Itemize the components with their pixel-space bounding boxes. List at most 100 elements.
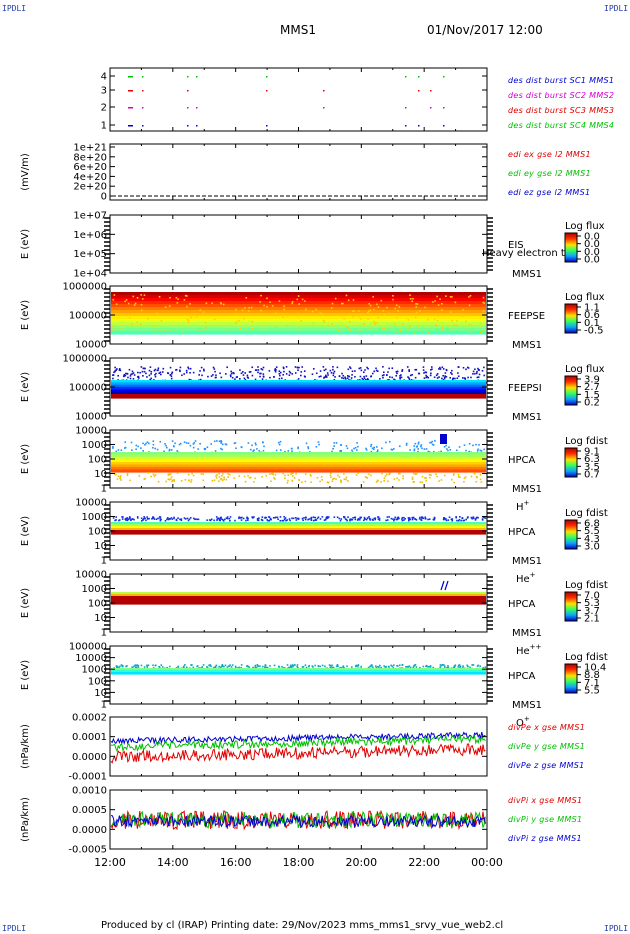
hpca-h-speckle xyxy=(235,447,237,450)
hpca-he-speckle xyxy=(216,518,219,520)
hpca-he-speckle xyxy=(126,517,129,519)
hpca-h-speckle xyxy=(431,443,434,446)
feepsi-speckle xyxy=(406,366,409,368)
hpca-o-speckle xyxy=(259,665,261,667)
feepsi-speckle xyxy=(247,377,250,379)
hpca-o-speckle xyxy=(152,667,155,669)
hpca-he-speckle xyxy=(234,519,236,522)
feepse-speckle xyxy=(341,314,343,317)
hpca-h-band xyxy=(111,464,486,468)
hpca-he-speckle xyxy=(245,519,247,522)
hpca-o-speckle xyxy=(229,664,231,666)
feepsi-speckle xyxy=(288,370,291,373)
hpca-he-speckle xyxy=(450,518,453,521)
hpca-o-speckle xyxy=(301,666,304,668)
feepse-speckle xyxy=(482,301,485,304)
hpca-h-speckle xyxy=(119,475,122,477)
feepse-speckle xyxy=(454,301,457,304)
hpca-he-speckle xyxy=(353,516,356,519)
hpca-he-speckle xyxy=(246,517,248,520)
instrument-name: HPCA xyxy=(508,599,536,610)
hpca-he-speckle xyxy=(142,518,144,521)
hpca-o-speckle xyxy=(329,666,332,669)
instrument-spacecraft: MMS1 xyxy=(512,700,542,711)
hpca-o-speckle xyxy=(383,665,385,667)
feepsi-speckle xyxy=(465,368,467,371)
hpca-h-speckle xyxy=(451,478,453,481)
y-tick-label: 100 xyxy=(88,527,107,538)
hpca-he-speckle xyxy=(336,516,339,519)
feepsi-band xyxy=(111,387,486,390)
feepsi-speckle xyxy=(457,366,460,368)
hpca-he-speckle xyxy=(398,517,400,520)
hpca-o-speckle xyxy=(329,664,332,667)
hpca-he-speckle xyxy=(451,519,454,522)
hpca-h-speckle xyxy=(370,474,372,477)
y-tick-label: 0 xyxy=(101,192,107,203)
hpca-h-speckle xyxy=(345,445,348,447)
feepse-speckle xyxy=(124,300,126,303)
hpca-h-speckle xyxy=(210,443,213,445)
instrument-spacecraft: MMS1 xyxy=(512,340,542,351)
hpca-h-speckle xyxy=(468,450,470,453)
feepse-speckle xyxy=(394,307,397,310)
hpca-h-speckle xyxy=(228,473,231,476)
feepsi-speckle xyxy=(215,376,217,379)
feepse-speckle xyxy=(427,331,429,334)
hpca-h-speckle xyxy=(163,450,165,453)
hpca-o-speckle xyxy=(457,666,460,668)
feepsi-speckle xyxy=(269,376,271,379)
feepsi-speckle xyxy=(438,368,440,370)
feepse-speckle xyxy=(414,316,417,319)
hpca-o-speckle xyxy=(117,666,119,668)
hpca-h-speckle xyxy=(389,472,391,475)
panel-frame xyxy=(109,67,488,132)
feepse-speckle xyxy=(234,322,237,325)
feepsi-band xyxy=(111,391,486,395)
hpca-o-speckle xyxy=(116,666,118,669)
hpca-he-speckle xyxy=(118,519,120,522)
hpca-h-speckle xyxy=(135,444,138,447)
feepsi-speckle xyxy=(422,366,425,368)
hpca-he-speckle xyxy=(424,516,427,518)
hpca-he-speckle xyxy=(148,517,150,520)
feepse-speckle xyxy=(442,315,445,317)
hpca-he-speckle xyxy=(153,518,156,520)
feepse-speckle xyxy=(392,294,394,297)
hpca-o-speckle xyxy=(462,665,464,667)
hpca-he-speckle xyxy=(377,516,379,518)
hpca-o-speckle xyxy=(328,664,331,666)
hpca-h-speckle xyxy=(168,448,171,451)
hpca-he-speckle xyxy=(186,517,189,520)
hpca-h-speckle xyxy=(297,447,299,450)
x-axis: 12:00 14:00 16:00 18:00 20:00 22:00 00:00 xyxy=(94,856,503,869)
hpca-o-speckle xyxy=(407,666,410,668)
hpca-h-speckle xyxy=(375,481,378,483)
hpca-h-speckle xyxy=(250,448,252,451)
feepsi-speckle xyxy=(283,370,285,373)
feepse-speckle xyxy=(395,330,398,333)
instrument-spacecraft: MMS1 xyxy=(512,484,542,495)
hpca-he-speckle xyxy=(242,517,245,520)
feepsi-speckle xyxy=(179,370,181,373)
y-tick-label: 0.0010 xyxy=(72,786,107,797)
hpca-he-speckle xyxy=(241,516,243,519)
hpca-o-speckle xyxy=(367,666,370,669)
y-tick-label: -0.0005 xyxy=(68,845,107,856)
hpca-h-speckle xyxy=(388,473,390,476)
hpca-h-speckle xyxy=(430,474,432,477)
hpca-he-speckle xyxy=(281,519,284,522)
feepsi-speckle xyxy=(115,369,117,372)
hpca-he-speckle xyxy=(319,518,322,520)
y-tick-label: 10 xyxy=(94,541,107,552)
hpca-he-band xyxy=(111,524,486,527)
feepsi-speckle xyxy=(466,366,469,369)
feepse-band xyxy=(111,301,486,305)
feepsi-speckle xyxy=(333,378,336,381)
hpca-h-speckle xyxy=(119,477,121,480)
feepse-speckle xyxy=(205,302,208,305)
hpca-he-speckle xyxy=(448,516,451,519)
feepsi-speckle xyxy=(401,368,404,371)
hpca-h-speckle xyxy=(365,449,368,451)
hpca-h-speckle xyxy=(216,440,218,442)
